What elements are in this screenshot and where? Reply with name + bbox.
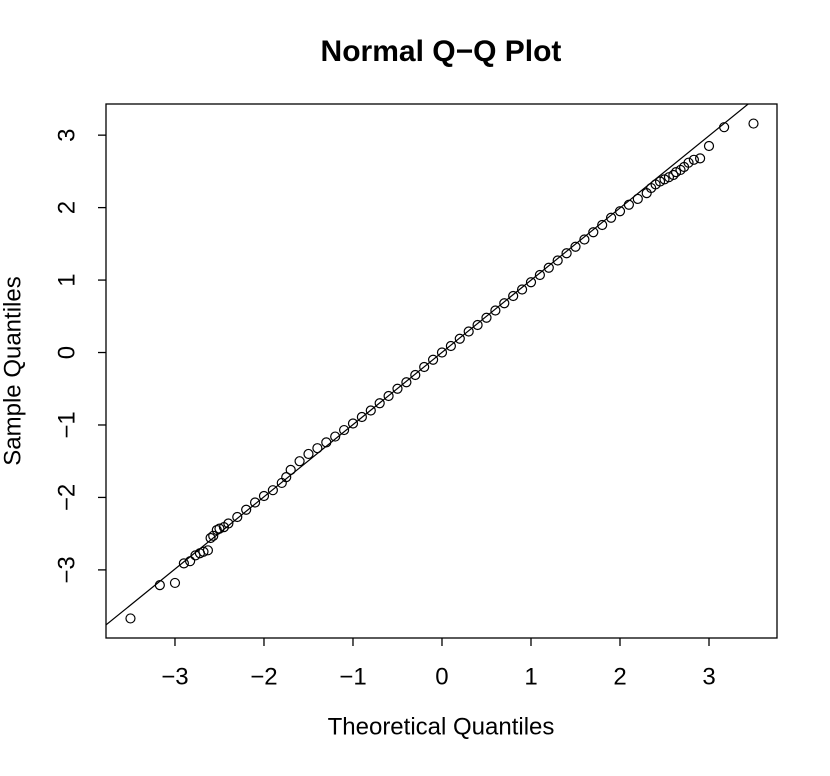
point	[588, 227, 599, 238]
x-tick-label: −3	[161, 663, 188, 690]
point	[198, 546, 209, 557]
point	[347, 418, 359, 429]
point	[668, 169, 679, 181]
point	[258, 490, 270, 502]
point	[688, 154, 699, 165]
y-tick-label: 0	[53, 346, 80, 359]
point	[232, 511, 243, 523]
point	[205, 532, 216, 544]
x-axis-label: Theoretical Quantiles	[328, 713, 555, 740]
point	[499, 298, 510, 309]
point	[543, 262, 554, 273]
point	[632, 193, 643, 205]
point	[703, 140, 715, 152]
point	[597, 219, 608, 231]
point	[490, 305, 501, 316]
point	[321, 437, 332, 448]
point	[281, 472, 292, 483]
point	[285, 464, 296, 476]
x-tick-label: −1	[339, 663, 366, 690]
point	[356, 411, 367, 423]
x-tick-label: 1	[524, 663, 537, 690]
point	[374, 398, 385, 409]
point	[154, 580, 165, 591]
point	[427, 354, 439, 365]
point	[552, 255, 563, 266]
point	[330, 431, 341, 442]
point	[208, 530, 219, 541]
point	[365, 405, 376, 416]
point	[508, 290, 519, 302]
point	[719, 122, 730, 133]
point	[534, 269, 545, 281]
point	[614, 206, 626, 217]
point	[481, 312, 492, 323]
point	[463, 326, 474, 337]
point	[125, 613, 136, 624]
y-axis-label: Sample Quantiles	[0, 276, 26, 465]
point	[214, 523, 225, 534]
point	[570, 241, 581, 252]
y-tick-label: 3	[53, 128, 80, 141]
point	[748, 118, 759, 129]
y-tick-label: −3	[53, 556, 80, 583]
point	[419, 361, 430, 373]
point	[223, 518, 234, 529]
point	[178, 558, 189, 569]
point	[675, 164, 686, 176]
point	[436, 347, 448, 358]
plot-frame	[105, 103, 778, 639]
y-tick-label: −2	[53, 484, 80, 511]
x-tick-label: −2	[250, 663, 277, 690]
y-tick-label: 1	[53, 273, 80, 286]
point	[516, 284, 528, 295]
point	[392, 383, 403, 394]
y-tick-label: 2	[53, 201, 80, 214]
point	[383, 390, 394, 402]
point	[169, 577, 181, 589]
point	[303, 448, 314, 460]
x-tick-label: 3	[702, 663, 715, 690]
x-tick-label: 0	[435, 663, 448, 690]
point	[472, 319, 483, 331]
x-tick-label: 2	[613, 663, 626, 690]
point	[338, 424, 350, 436]
point	[579, 234, 590, 245]
point	[312, 443, 323, 454]
point	[525, 277, 537, 288]
point	[185, 556, 196, 567]
point	[241, 504, 252, 515]
y-tick-label: −1	[53, 411, 80, 438]
point	[695, 153, 706, 164]
point	[683, 157, 694, 168]
point	[410, 369, 421, 381]
point	[211, 524, 222, 536]
point	[267, 485, 278, 496]
point	[445, 340, 456, 352]
point	[605, 212, 617, 223]
point	[623, 199, 634, 210]
point	[202, 545, 214, 556]
point	[401, 377, 412, 388]
point	[249, 497, 261, 508]
point	[294, 456, 305, 467]
reference-line	[106, 104, 749, 626]
chart-title: Normal Q−Q Plot	[321, 35, 562, 68]
point	[454, 333, 465, 344]
point	[561, 248, 572, 259]
